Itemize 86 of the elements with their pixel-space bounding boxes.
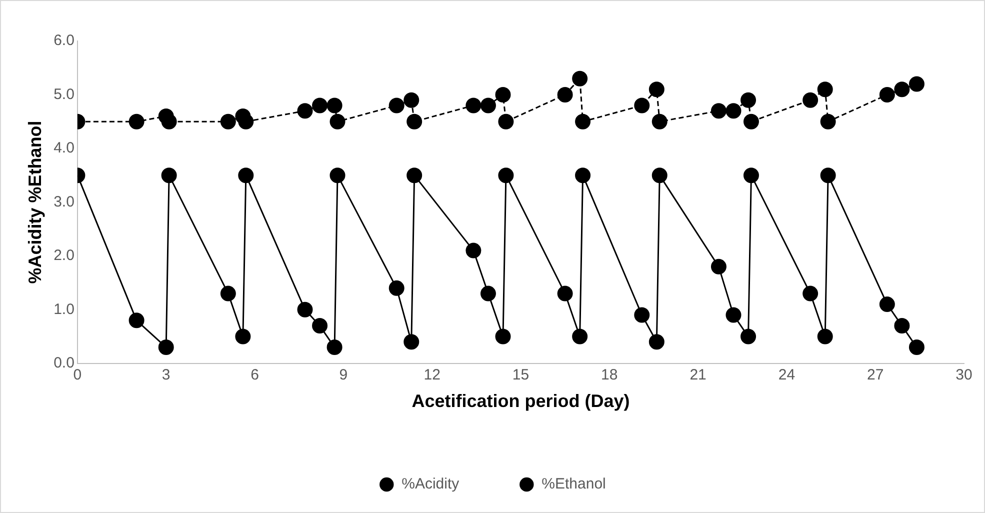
point: [726, 103, 742, 119]
point: [648, 334, 664, 350]
point: [575, 114, 591, 130]
point: [652, 114, 668, 130]
y-tick-label: 2.0: [54, 247, 74, 264]
point: [802, 92, 818, 108]
x-tick-label: 0: [73, 366, 82, 384]
point: [575, 168, 591, 184]
point: [495, 86, 511, 102]
point: [743, 114, 759, 130]
point: [388, 98, 404, 114]
x-tick-label: 12: [424, 366, 440, 384]
point: [466, 98, 482, 114]
point: [743, 168, 759, 184]
point: [161, 114, 177, 130]
point: [406, 114, 422, 130]
point: [572, 328, 588, 344]
x-tick-label: 15: [512, 366, 530, 384]
point: [158, 340, 174, 356]
point: [312, 318, 328, 334]
point: [817, 328, 833, 344]
point: [498, 114, 514, 130]
x-tick-label: 27: [867, 366, 884, 384]
point: [879, 86, 895, 102]
point: [404, 92, 420, 108]
x-tick-label: 9: [339, 366, 348, 384]
point: [894, 82, 910, 98]
point: [220, 114, 236, 130]
point: [908, 340, 924, 356]
point: [161, 168, 177, 184]
point: [648, 82, 664, 98]
point: [297, 302, 313, 318]
point: [404, 334, 420, 350]
x-tick-label: 24: [778, 366, 796, 384]
point: [388, 280, 404, 296]
point: [820, 114, 836, 130]
legend-label: %Ethanol: [542, 476, 606, 493]
point: [238, 114, 254, 130]
point: [466, 242, 482, 258]
point: [480, 98, 496, 114]
point: [634, 98, 650, 114]
point: [879, 296, 895, 312]
point: [557, 86, 573, 102]
point: [220, 286, 236, 302]
point: [128, 312, 144, 328]
y-tick-label: 6.0: [54, 32, 74, 50]
point: [908, 76, 924, 92]
x-tick-label: 30: [956, 366, 972, 384]
point: [330, 114, 346, 130]
y-axis-title: %Acidity %Ethanol: [24, 120, 45, 284]
point: [406, 168, 422, 184]
x-tick-label: 3: [162, 366, 170, 384]
legend-label: %Acidity: [402, 476, 460, 493]
point: [710, 258, 726, 274]
point: [330, 168, 346, 184]
point: [297, 103, 313, 119]
point: [128, 114, 144, 130]
x-tick-label: 18: [601, 366, 618, 384]
point: [634, 307, 650, 323]
point: [726, 307, 742, 323]
y-tick-label: 1.0: [54, 300, 74, 318]
point: [326, 340, 342, 356]
point: [802, 286, 818, 302]
point: [740, 92, 756, 108]
x-axis-title: Acetification period (Day): [412, 391, 630, 412]
point: [326, 98, 342, 114]
point: [572, 70, 588, 86]
x-tick-label: 6: [250, 366, 259, 384]
point: [235, 328, 251, 344]
point: [498, 168, 514, 184]
point: [238, 168, 254, 184]
point: [480, 286, 496, 302]
y-tick-label: 5.0: [54, 86, 74, 103]
point: [495, 328, 511, 344]
point: [817, 82, 833, 98]
point: [820, 168, 836, 184]
point: [710, 103, 726, 119]
y-tick-label: 0.0: [54, 354, 74, 372]
x-tick-label: 21: [690, 366, 706, 384]
point: [894, 318, 910, 334]
point: [740, 328, 756, 344]
point: [557, 286, 573, 302]
y-tick-label: 3.0: [54, 193, 74, 210]
point: [652, 168, 668, 184]
point: [312, 98, 328, 114]
y-tick-label: 4.0: [54, 140, 74, 157]
